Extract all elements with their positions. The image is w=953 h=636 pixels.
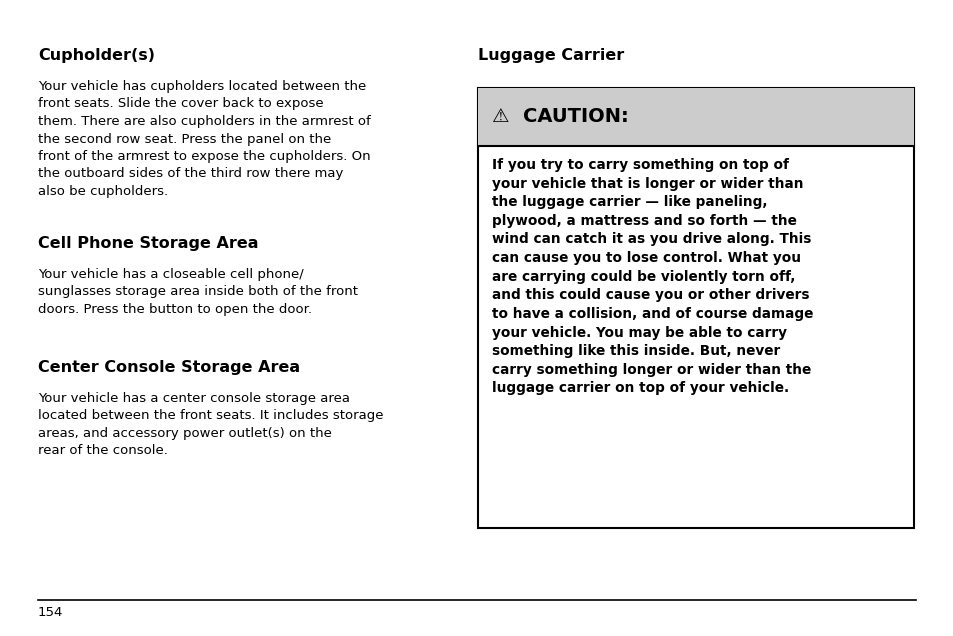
Text: Your vehicle has a center console storage area
located between the front seats. : Your vehicle has a center console storag… [38, 392, 383, 457]
Bar [477, 88, 913, 146]
Text: Your vehicle has a closeable cell phone/
sunglasses storage area inside both of : Your vehicle has a closeable cell phone/… [38, 268, 357, 316]
Text: Cupholder(s): Cupholder(s) [38, 48, 154, 63]
Text: If you try to carry something on top of
your vehicle that is longer or wider tha: If you try to carry something on top of … [492, 158, 813, 396]
Text: ⚠  CAUTION:: ⚠ CAUTION: [492, 107, 628, 127]
Text: Center Console Storage Area: Center Console Storage Area [38, 360, 300, 375]
Text: Luggage Carrier: Luggage Carrier [477, 48, 623, 63]
Bar [477, 88, 913, 528]
Text: Cell Phone Storage Area: Cell Phone Storage Area [38, 236, 258, 251]
Text: Your vehicle has cupholders located between the
front seats. Slide the cover bac: Your vehicle has cupholders located betw… [38, 80, 371, 198]
Text: 154: 154 [38, 606, 63, 619]
